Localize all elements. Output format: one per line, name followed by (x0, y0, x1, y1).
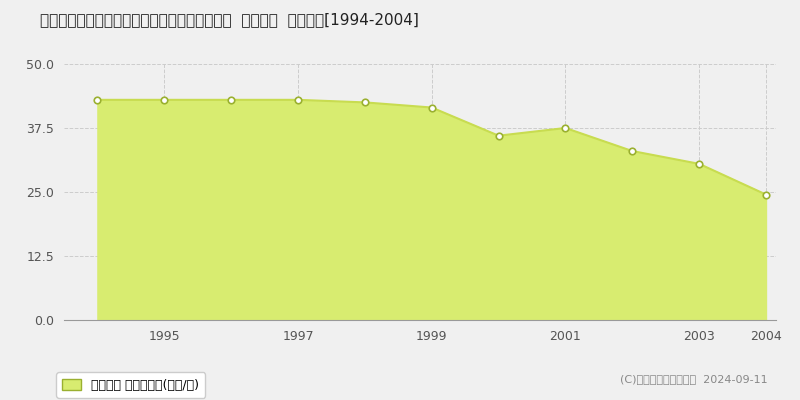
Point (358, 99, 371, 106)
Point (91, 97, 104, 103)
Point (759, 191, 772, 198)
Point (225, 97, 238, 103)
Legend: 地価公示 平均坪単価(万円/坪): 地価公示 平均坪単価(万円/坪) (56, 372, 206, 398)
Point (291, 97, 304, 103)
Point (426, 104, 438, 111)
Text: 兵庫県神戸市西区玉津町出合字寺家７１番１外  地価公示  地価推移[1994-2004]: 兵庫県神戸市西区玉津町出合字寺家７１番１外 地価公示 地価推移[1994-200… (40, 12, 419, 27)
Point (693, 161, 706, 167)
Point (158, 97, 170, 103)
Point (492, 132, 505, 139)
Point (626, 148, 638, 154)
Point (559, 125, 572, 131)
Text: (C)土地価格ドットコム  2024-09-11: (C)土地価格ドットコム 2024-09-11 (620, 374, 768, 384)
